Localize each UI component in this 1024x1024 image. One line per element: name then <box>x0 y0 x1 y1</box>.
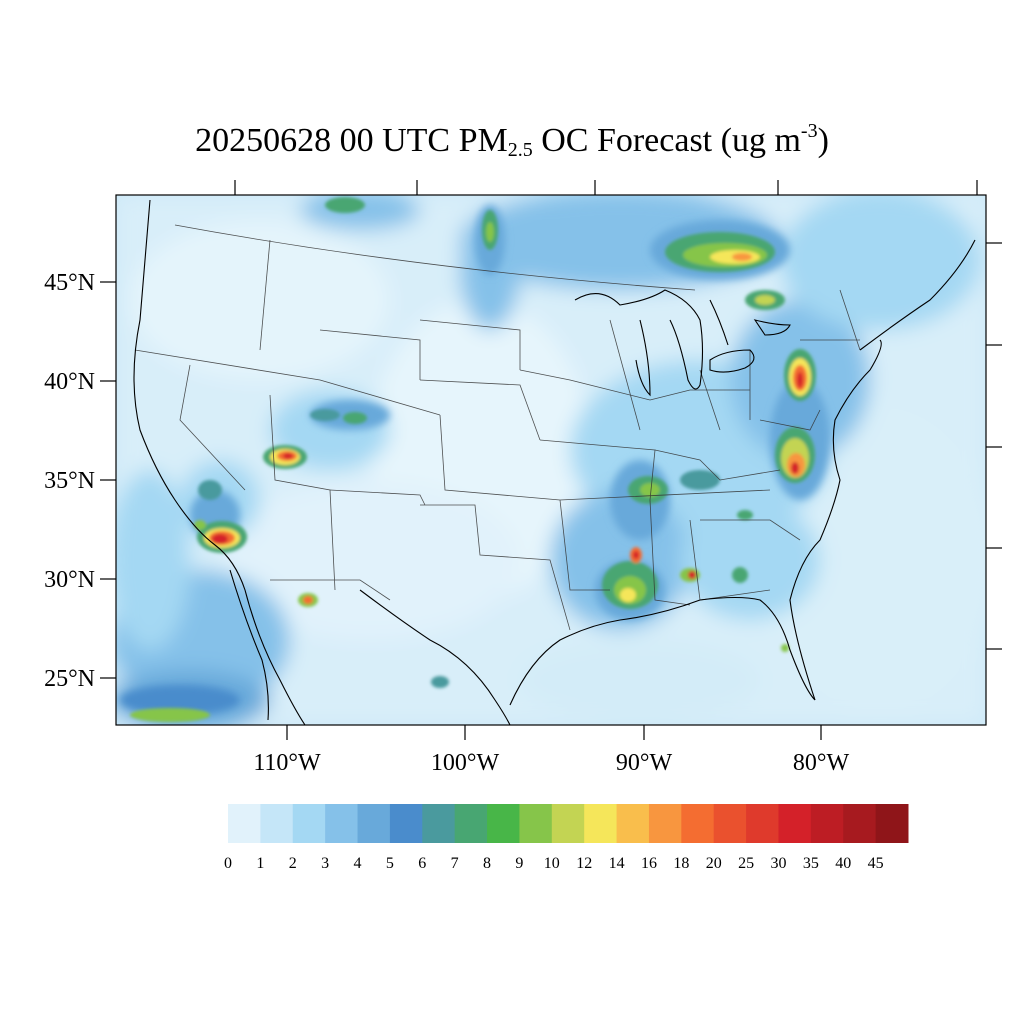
ontario-plume <box>665 232 785 310</box>
colorbar-label: 20 <box>706 855 722 872</box>
left-ticks <box>100 281 116 679</box>
lat-label-30n: 30°N <box>44 567 95 593</box>
coastlines <box>133 199 976 725</box>
colorbar-label: 30 <box>770 855 786 872</box>
lon-label-100w: 100°W <box>431 750 500 776</box>
concentration-field <box>116 195 986 725</box>
colorbar-swatch <box>422 804 456 843</box>
colorbar-label: 14 <box>609 855 625 872</box>
colorbar-label: 18 <box>673 855 689 872</box>
colorbar-label: 40 <box>835 855 851 872</box>
colorbar-swatch <box>648 804 682 843</box>
colorbar-swatch <box>746 804 779 843</box>
colorbar-label: 16 <box>641 855 657 872</box>
colorbar-swatch <box>584 804 618 843</box>
colorbar-label: 35 <box>803 855 819 872</box>
lon-label-110w: 110°W <box>253 750 321 776</box>
colorbar-label: 9 <box>515 855 523 872</box>
chihuahua-plume <box>298 593 318 607</box>
colorbar-swatch <box>454 804 488 843</box>
colorbar-label: 6 <box>418 855 426 872</box>
colorbar-swatch <box>519 804 553 843</box>
colorbar-swatch <box>325 804 359 843</box>
colorbar-swatch <box>810 804 844 843</box>
colorbar-label: 3 <box>321 855 329 872</box>
colorbar-label: 5 <box>386 855 394 872</box>
colorbar-swatch <box>357 804 391 843</box>
lat-label-25n: 25°N <box>44 666 95 692</box>
colorbar-swatch <box>487 804 520 843</box>
colorbar-swatch <box>713 804 747 843</box>
colorbar-swatch <box>616 804 650 843</box>
colorbar-swatch <box>228 804 261 843</box>
colorbar-swatch <box>681 804 715 843</box>
title-main: 20250628 00 UTC PM <box>195 122 508 159</box>
top-ticks <box>234 180 978 195</box>
carolina-plume <box>737 427 815 520</box>
colorbar-label: 7 <box>451 855 459 872</box>
colorbar-label: 25 <box>738 855 754 872</box>
colorbar-swatch <box>778 804 812 843</box>
lon-label-80w: 80°W <box>793 750 850 776</box>
colorbar-swatch <box>843 804 877 843</box>
title-subscript: 2.5 <box>507 139 533 161</box>
colorbar: 0 1 2 3 4 5 6 7 8 9 10 12 14 16 18 20 25 30 35 40 45 <box>224 804 909 872</box>
colorbar-label: 8 <box>483 855 491 872</box>
lat-label-35n: 35°N <box>44 468 95 494</box>
colorbar-label: 1 <box>256 855 264 872</box>
colorbar-swatch <box>292 804 326 843</box>
title-end: ) <box>817 122 829 159</box>
colorbar-label: 45 <box>868 855 884 872</box>
lat-label-45n: 45°N <box>44 270 95 296</box>
pennsylvania-plume <box>784 349 816 401</box>
colorbar-swatch <box>551 804 585 843</box>
right-ticks <box>986 242 1002 650</box>
colorbar-label: 0 <box>224 855 232 872</box>
colorbar-label: 10 <box>544 855 560 872</box>
lat-label-40n: 40°N <box>44 369 95 395</box>
colorbar-label: 12 <box>576 855 592 872</box>
title-mid: OC Forecast (ug m <box>532 122 801 159</box>
colorbar-label: 2 <box>289 855 297 872</box>
map-title: 20250628 00 UTC PM2.5 OC Forecast (ug m-… <box>0 120 1024 162</box>
colorbar-swatch <box>389 804 423 843</box>
map-frame <box>115 194 987 726</box>
colorbar-swatch <box>260 804 294 843</box>
state-borders <box>134 224 861 631</box>
colorbar-swatch <box>875 804 909 843</box>
title-superscript: -3 <box>800 120 818 142</box>
colorbar-label: 4 <box>354 855 362 872</box>
bottom-ticks <box>286 725 822 740</box>
lon-label-90w: 90°W <box>616 750 673 776</box>
gulf-plume <box>602 547 789 652</box>
